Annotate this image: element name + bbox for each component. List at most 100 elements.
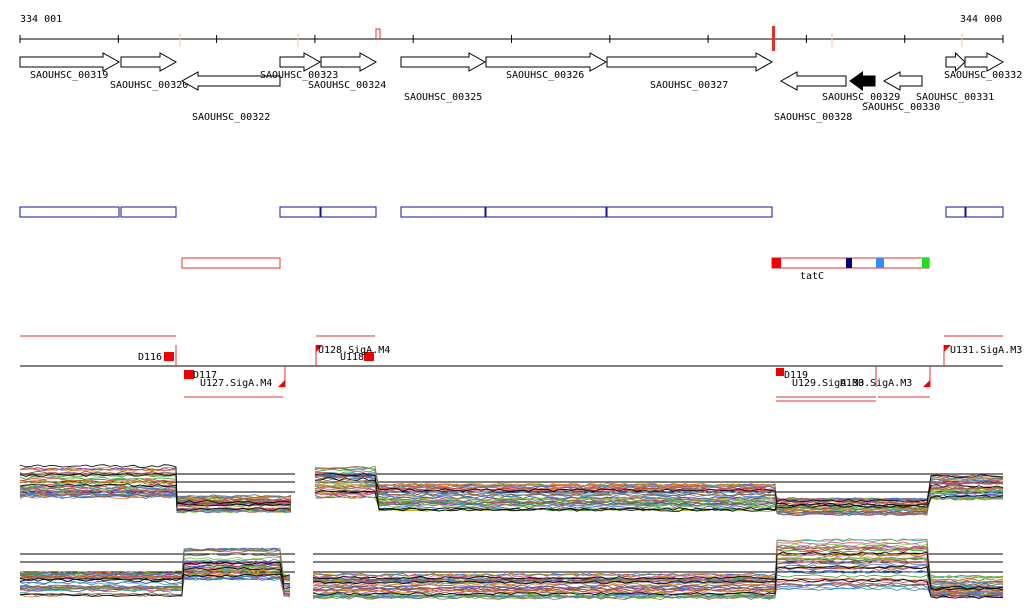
expression-trace	[19, 485, 292, 505]
expression-trace	[312, 558, 1004, 597]
gene-label: SAOUHSC_00322	[192, 112, 270, 123]
gene-arrow	[964, 52, 1005, 72]
feature-label: tatC	[800, 271, 824, 282]
expression-trace	[314, 465, 1004, 505]
gene-arrow	[849, 71, 876, 91]
expression-trace	[19, 565, 291, 591]
expression-trace	[19, 483, 292, 512]
annotation-box	[120, 206, 177, 218]
gene-label: SAOUHSC_00327	[650, 80, 728, 91]
expression-trace	[19, 487, 292, 500]
signal-label: U128.SigA.M4	[318, 345, 390, 356]
expression-trace	[312, 545, 1004, 600]
expression-trace	[19, 493, 292, 498]
expression-trace	[314, 478, 1004, 507]
ruler-mark	[375, 28, 381, 39]
signal-block	[164, 352, 174, 361]
expression-trace	[19, 572, 291, 586]
expression-trace	[19, 573, 291, 581]
expression-trace	[312, 547, 1004, 593]
expression-trace	[19, 561, 291, 598]
gene-arrow	[279, 52, 322, 72]
signal-flag	[316, 345, 323, 352]
gene-arrow	[120, 52, 178, 72]
expression-trace	[19, 479, 292, 503]
gene-arrow	[400, 52, 487, 72]
feature-part	[846, 258, 852, 268]
expression-trace	[19, 566, 291, 590]
annotation-box	[400, 206, 486, 218]
expression-trace	[314, 484, 1004, 511]
expression-trace	[314, 475, 1004, 515]
ruler-end: 344 000	[960, 14, 1002, 25]
expression-trace	[312, 564, 1004, 597]
gene-arrow	[485, 52, 608, 72]
annotation-box	[19, 206, 120, 218]
expression-trace	[19, 471, 292, 511]
expression-trace	[314, 477, 1004, 501]
signal-block	[364, 352, 374, 361]
expression-trace	[314, 483, 1004, 505]
expression-trace	[312, 582, 1004, 600]
gene-label: SAOUHSC_00328	[774, 112, 852, 123]
expression-trace	[19, 547, 291, 597]
signal-flag	[944, 345, 951, 352]
gene-arrow	[882, 71, 923, 91]
signal-flag	[923, 380, 930, 387]
expression-trace	[312, 575, 1004, 593]
annotation-box	[965, 206, 1004, 218]
gene-label: SAOUHSC_00326	[506, 70, 584, 81]
gene-label: SAOUHSC_00324	[308, 80, 386, 91]
expression-trace	[312, 551, 1004, 596]
gene-label: SAOUHSC_00323	[260, 70, 338, 81]
signal-label: U127.SigA.M4	[200, 378, 272, 389]
gene-arrow	[945, 51, 966, 73]
feature-part	[772, 258, 781, 268]
expression-trace	[19, 558, 291, 587]
feature-part	[876, 258, 884, 268]
expression-trace	[19, 464, 292, 507]
expression-trace	[312, 565, 1004, 590]
gene-label: SAOUHSC_00325	[404, 92, 482, 103]
signal-label: U130.SigA.M3	[840, 378, 912, 389]
annotation-box	[945, 206, 966, 218]
gene-label: SAOUHSC_00332	[944, 70, 1022, 81]
gene-label: SAOUHSC_00319	[30, 70, 108, 81]
expression-trace	[312, 572, 1004, 592]
signal-label: D119	[784, 370, 808, 381]
gene-label: SAOUHSC_00331	[916, 92, 994, 103]
gene-arrow	[19, 52, 121, 72]
signal-label: D116	[138, 352, 162, 363]
expression-trace	[314, 485, 1004, 511]
expression-trace	[312, 578, 1004, 600]
gene-label: SAOUHSC_00320	[110, 80, 188, 91]
signal-label: U131.SigA.M3	[950, 345, 1022, 356]
gene-arrow	[606, 52, 774, 72]
expression-trace	[312, 561, 1004, 599]
signal-label: U118	[340, 352, 364, 363]
signal-label: D117	[193, 370, 217, 381]
ruler-mark	[772, 26, 775, 51]
expression-trace	[19, 547, 291, 595]
signal-block	[184, 370, 194, 379]
signal-label: U129.SigA.M3	[792, 378, 864, 389]
ruler-start: 334 001	[20, 14, 62, 25]
gene-arrow	[779, 71, 847, 91]
gene-arrow	[180, 71, 281, 91]
gene-label: SAOUHSC_00329	[822, 92, 900, 103]
expression-trace	[314, 473, 1004, 517]
gene-arrow	[320, 52, 378, 72]
signal-block	[776, 368, 784, 376]
expression-trace	[19, 564, 291, 585]
expression-trace	[312, 538, 1004, 600]
signal-flag	[278, 380, 285, 387]
expression-trace	[19, 562, 291, 592]
expression-trace	[314, 488, 1004, 511]
annotation-box	[606, 206, 773, 218]
expression-trace	[19, 473, 292, 504]
gene-label: SAOUHSC_00330	[862, 102, 940, 113]
expression-trace	[314, 474, 1004, 507]
annotation-box	[485, 206, 607, 218]
annotation-box	[279, 206, 321, 218]
